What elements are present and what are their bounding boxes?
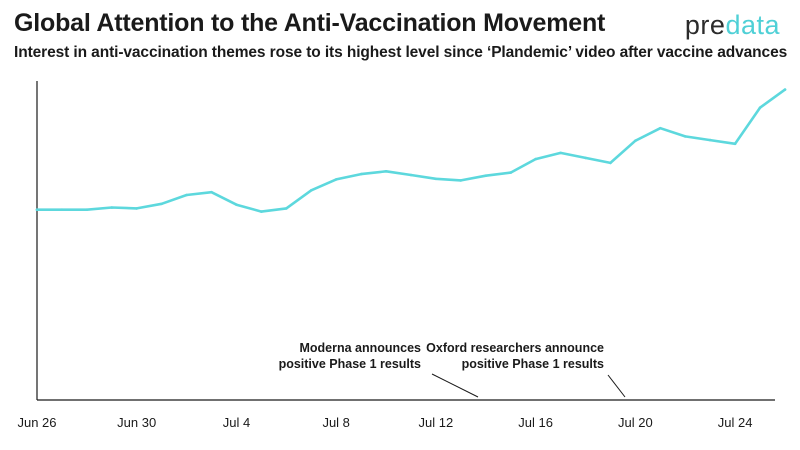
- data-point: [733, 142, 737, 146]
- data-point: [359, 172, 363, 176]
- annotation-line2: positive Phase 1 results: [279, 357, 421, 371]
- data-point: [584, 156, 587, 160]
- chart-axes: [36, 81, 775, 401]
- data-point: [35, 208, 39, 211]
- x-tick-label: Jul 20: [618, 415, 653, 430]
- data-point: [135, 207, 138, 210]
- data-point: [758, 106, 762, 109]
- data-point: [484, 174, 488, 177]
- data-point: [409, 173, 413, 177]
- logo-text-data: data: [725, 10, 780, 40]
- chart-subtitle: Interest in anti-vaccination themes rose…: [14, 44, 788, 61]
- data-point: [310, 189, 313, 192]
- series-line-0: [35, 88, 787, 213]
- chart-title: Global Attention to the Anti-Vaccination…: [14, 9, 606, 37]
- data-point: [160, 202, 163, 206]
- data-point: [85, 208, 89, 211]
- x-tick-label: Jun 26: [17, 415, 56, 430]
- data-point: [334, 178, 338, 181]
- data-point: [210, 190, 213, 194]
- data-point: [434, 177, 438, 181]
- x-tick-label: Jul 4: [223, 415, 250, 430]
- chart-annotations: Moderna announces positive Phase 1 result…: [279, 341, 626, 398]
- data-point: [110, 206, 114, 209]
- data-point: [708, 138, 712, 142]
- data-point: [384, 170, 388, 173]
- data-point: [185, 193, 188, 197]
- annotation-leader-line: [431, 373, 479, 398]
- x-tick-label: Jul 12: [419, 415, 454, 430]
- data-point: [285, 207, 288, 210]
- data-point: [634, 139, 637, 142]
- annotation-line1: Moderna announces: [299, 341, 421, 355]
- logo-text-pre: pre: [684, 10, 726, 40]
- data-point: [260, 210, 263, 213]
- data-point: [60, 208, 64, 211]
- x-tick-label: Jul 8: [322, 415, 349, 430]
- data-point: [683, 135, 687, 138]
- data-point: [609, 161, 612, 165]
- data-point: [659, 126, 662, 130]
- x-tick-label: Jun 30: [117, 415, 156, 430]
- x-tick-label: Jul 16: [518, 415, 553, 430]
- annotation-leader-line: [607, 374, 626, 398]
- data-point: [534, 157, 537, 161]
- data-point: [559, 151, 562, 155]
- chart-series: [35, 88, 787, 213]
- data-point: [509, 171, 512, 174]
- data-point: [235, 203, 238, 206]
- annotation-line1: Oxford researchers announce: [426, 341, 604, 355]
- annotation-line2: positive Phase 1 results: [462, 357, 604, 371]
- data-point: [459, 179, 463, 182]
- data-point: [783, 88, 787, 91]
- brand-logo: predata: [685, 10, 780, 41]
- x-tick-label: Jul 24: [718, 415, 753, 430]
- x-axis-ticks: Jun 26 Jun 30 Jul 4 Jul 8 Jul 12 Jul 16 Jul 20…: [17, 415, 752, 430]
